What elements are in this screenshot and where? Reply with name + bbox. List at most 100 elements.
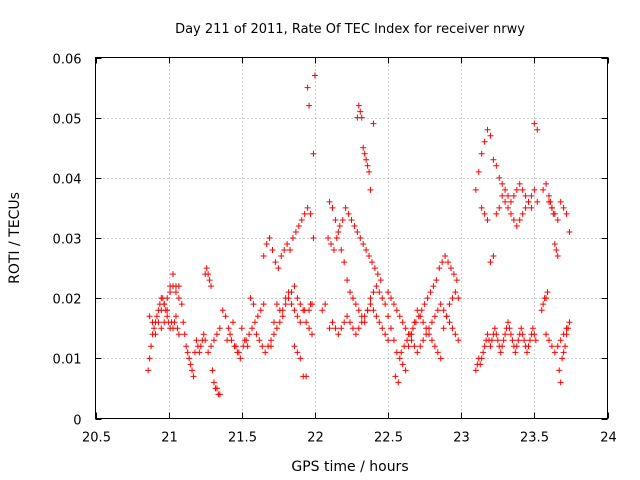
data-point — [197, 343, 204, 350]
data-point — [216, 391, 223, 398]
data-point — [446, 301, 453, 308]
y-tick-label: 0.02 — [53, 293, 82, 308]
data-point — [254, 313, 261, 320]
data-point — [335, 331, 342, 338]
data-point — [481, 343, 488, 350]
data-point — [420, 319, 427, 326]
data-point — [268, 337, 275, 344]
data-point — [401, 343, 408, 350]
data-point — [543, 295, 550, 302]
data-point — [505, 204, 512, 211]
data-point — [249, 325, 256, 332]
data-point — [481, 210, 488, 217]
data-point — [171, 319, 178, 326]
data-point — [338, 325, 345, 332]
data-point — [206, 277, 213, 284]
data-point — [395, 379, 402, 386]
data-point — [420, 337, 427, 344]
data-point — [222, 313, 229, 320]
x-axis-label: GPS time / hours — [291, 459, 408, 475]
data-point — [244, 343, 251, 350]
y-tick-label: 0.01 — [53, 353, 82, 368]
data-point — [208, 343, 215, 350]
data-point — [499, 180, 506, 187]
data-point — [351, 222, 358, 229]
data-point — [412, 319, 419, 326]
data-point — [253, 331, 260, 338]
data-point — [424, 295, 431, 302]
data-point — [294, 313, 301, 320]
x-tick-label: 20.5 — [82, 431, 111, 446]
data-point — [311, 72, 318, 79]
data-point — [298, 216, 305, 223]
data-point — [556, 367, 563, 374]
data-point — [490, 156, 497, 163]
data-point — [246, 331, 253, 338]
data-point — [382, 331, 389, 338]
data-point — [256, 337, 263, 344]
data-point — [434, 349, 441, 356]
data-point — [509, 337, 516, 344]
data-point — [449, 295, 456, 302]
data-point — [368, 259, 375, 266]
data-point — [225, 325, 232, 332]
data-point — [294, 349, 301, 356]
data-point — [553, 247, 560, 254]
data-point — [396, 313, 403, 320]
data-point — [534, 198, 541, 205]
data-point — [385, 313, 392, 320]
data-point — [548, 204, 555, 211]
data-point — [167, 289, 174, 296]
data-point — [513, 186, 520, 193]
data-point — [349, 325, 356, 332]
data-point — [309, 301, 316, 308]
data-point — [210, 337, 217, 344]
data-point — [328, 241, 335, 248]
data-point — [370, 307, 377, 314]
data-point — [404, 337, 411, 344]
x-tick-label: 21.5 — [228, 431, 257, 446]
data-point — [519, 331, 526, 338]
data-point — [545, 192, 552, 199]
data-point — [257, 307, 264, 314]
data-point — [557, 198, 564, 205]
data-point — [219, 307, 226, 314]
data-point — [493, 331, 500, 338]
data-point — [202, 337, 209, 344]
data-point — [376, 289, 383, 296]
data-point — [227, 331, 234, 338]
data-point — [487, 132, 494, 139]
data-point — [344, 277, 351, 284]
y-tick-labels: 0 0.01 0.02 0.03 0.04 0.05 0.06 — [53, 53, 82, 429]
data-point — [322, 301, 329, 308]
data-point — [426, 325, 433, 332]
data-point — [270, 319, 277, 326]
data-point — [232, 343, 239, 350]
data-point — [361, 150, 368, 157]
data-point — [360, 144, 367, 151]
data-point — [251, 319, 258, 326]
data-point — [361, 313, 368, 320]
data-point — [409, 325, 416, 332]
data-point — [303, 319, 310, 326]
data-point — [385, 337, 392, 344]
data-point — [544, 289, 551, 296]
data-point — [345, 210, 352, 217]
data-point — [301, 307, 308, 314]
data-point — [363, 247, 370, 254]
data-point — [560, 331, 567, 338]
data-point — [423, 331, 430, 338]
data-point — [526, 337, 533, 344]
data-point — [275, 265, 282, 272]
data-point — [213, 385, 220, 392]
data-point — [551, 349, 558, 356]
y-tick-label: 0.04 — [53, 173, 82, 188]
data-point — [487, 259, 494, 266]
data-point — [376, 319, 383, 326]
data-point — [200, 331, 207, 338]
data-point — [366, 168, 373, 175]
data-point — [145, 367, 152, 374]
data-point — [189, 367, 196, 374]
data-point — [213, 331, 220, 338]
data-point — [355, 307, 362, 314]
